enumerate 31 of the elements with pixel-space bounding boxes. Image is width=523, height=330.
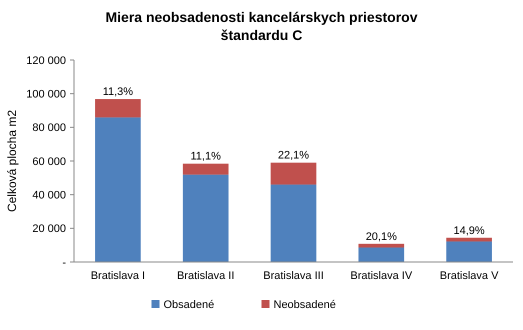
y-tick-label: 80 000 [32,122,66,134]
bar [182,174,229,262]
bar [270,184,316,262]
x-tick-label: Bratislava IV [350,270,413,282]
bar [95,117,141,262]
bar [358,248,404,262]
annotation: 11,1% [190,150,222,163]
bar [358,244,404,248]
annotation: 22,1% [278,150,310,162]
bar [446,241,492,262]
bar [182,164,229,175]
annotation: 20,1% [366,230,398,243]
annotation: 14,9% [454,224,485,237]
y-axis-title: Celková plocha m2 [5,110,19,212]
x-tick-label: Bratislava I [90,270,146,282]
y-tick-label: 100 000 [26,88,66,101]
y-tick-label: - [62,256,66,269]
x-tick-label: Bratislava II [176,270,234,282]
bar [446,238,492,242]
x-tick-label: Bratislava III [263,270,324,282]
chart-title: Miera neobsadenosti kancelárskych priestorov štandardu C [105,9,418,43]
y-tick-label: 120 000 [26,54,66,67]
bar [270,162,316,185]
annotation: 11,3% [102,86,134,98]
y-tick-label: 40 000 [32,190,66,202]
y-tick-label: 60 000 [32,156,66,168]
legend-label: Obsadené [164,299,214,311]
legend-label: Neobsadené [274,299,336,311]
x-tick-label: Bratislava V [440,270,500,282]
bar [95,99,141,118]
y-tick-label: 20 000 [32,223,66,236]
